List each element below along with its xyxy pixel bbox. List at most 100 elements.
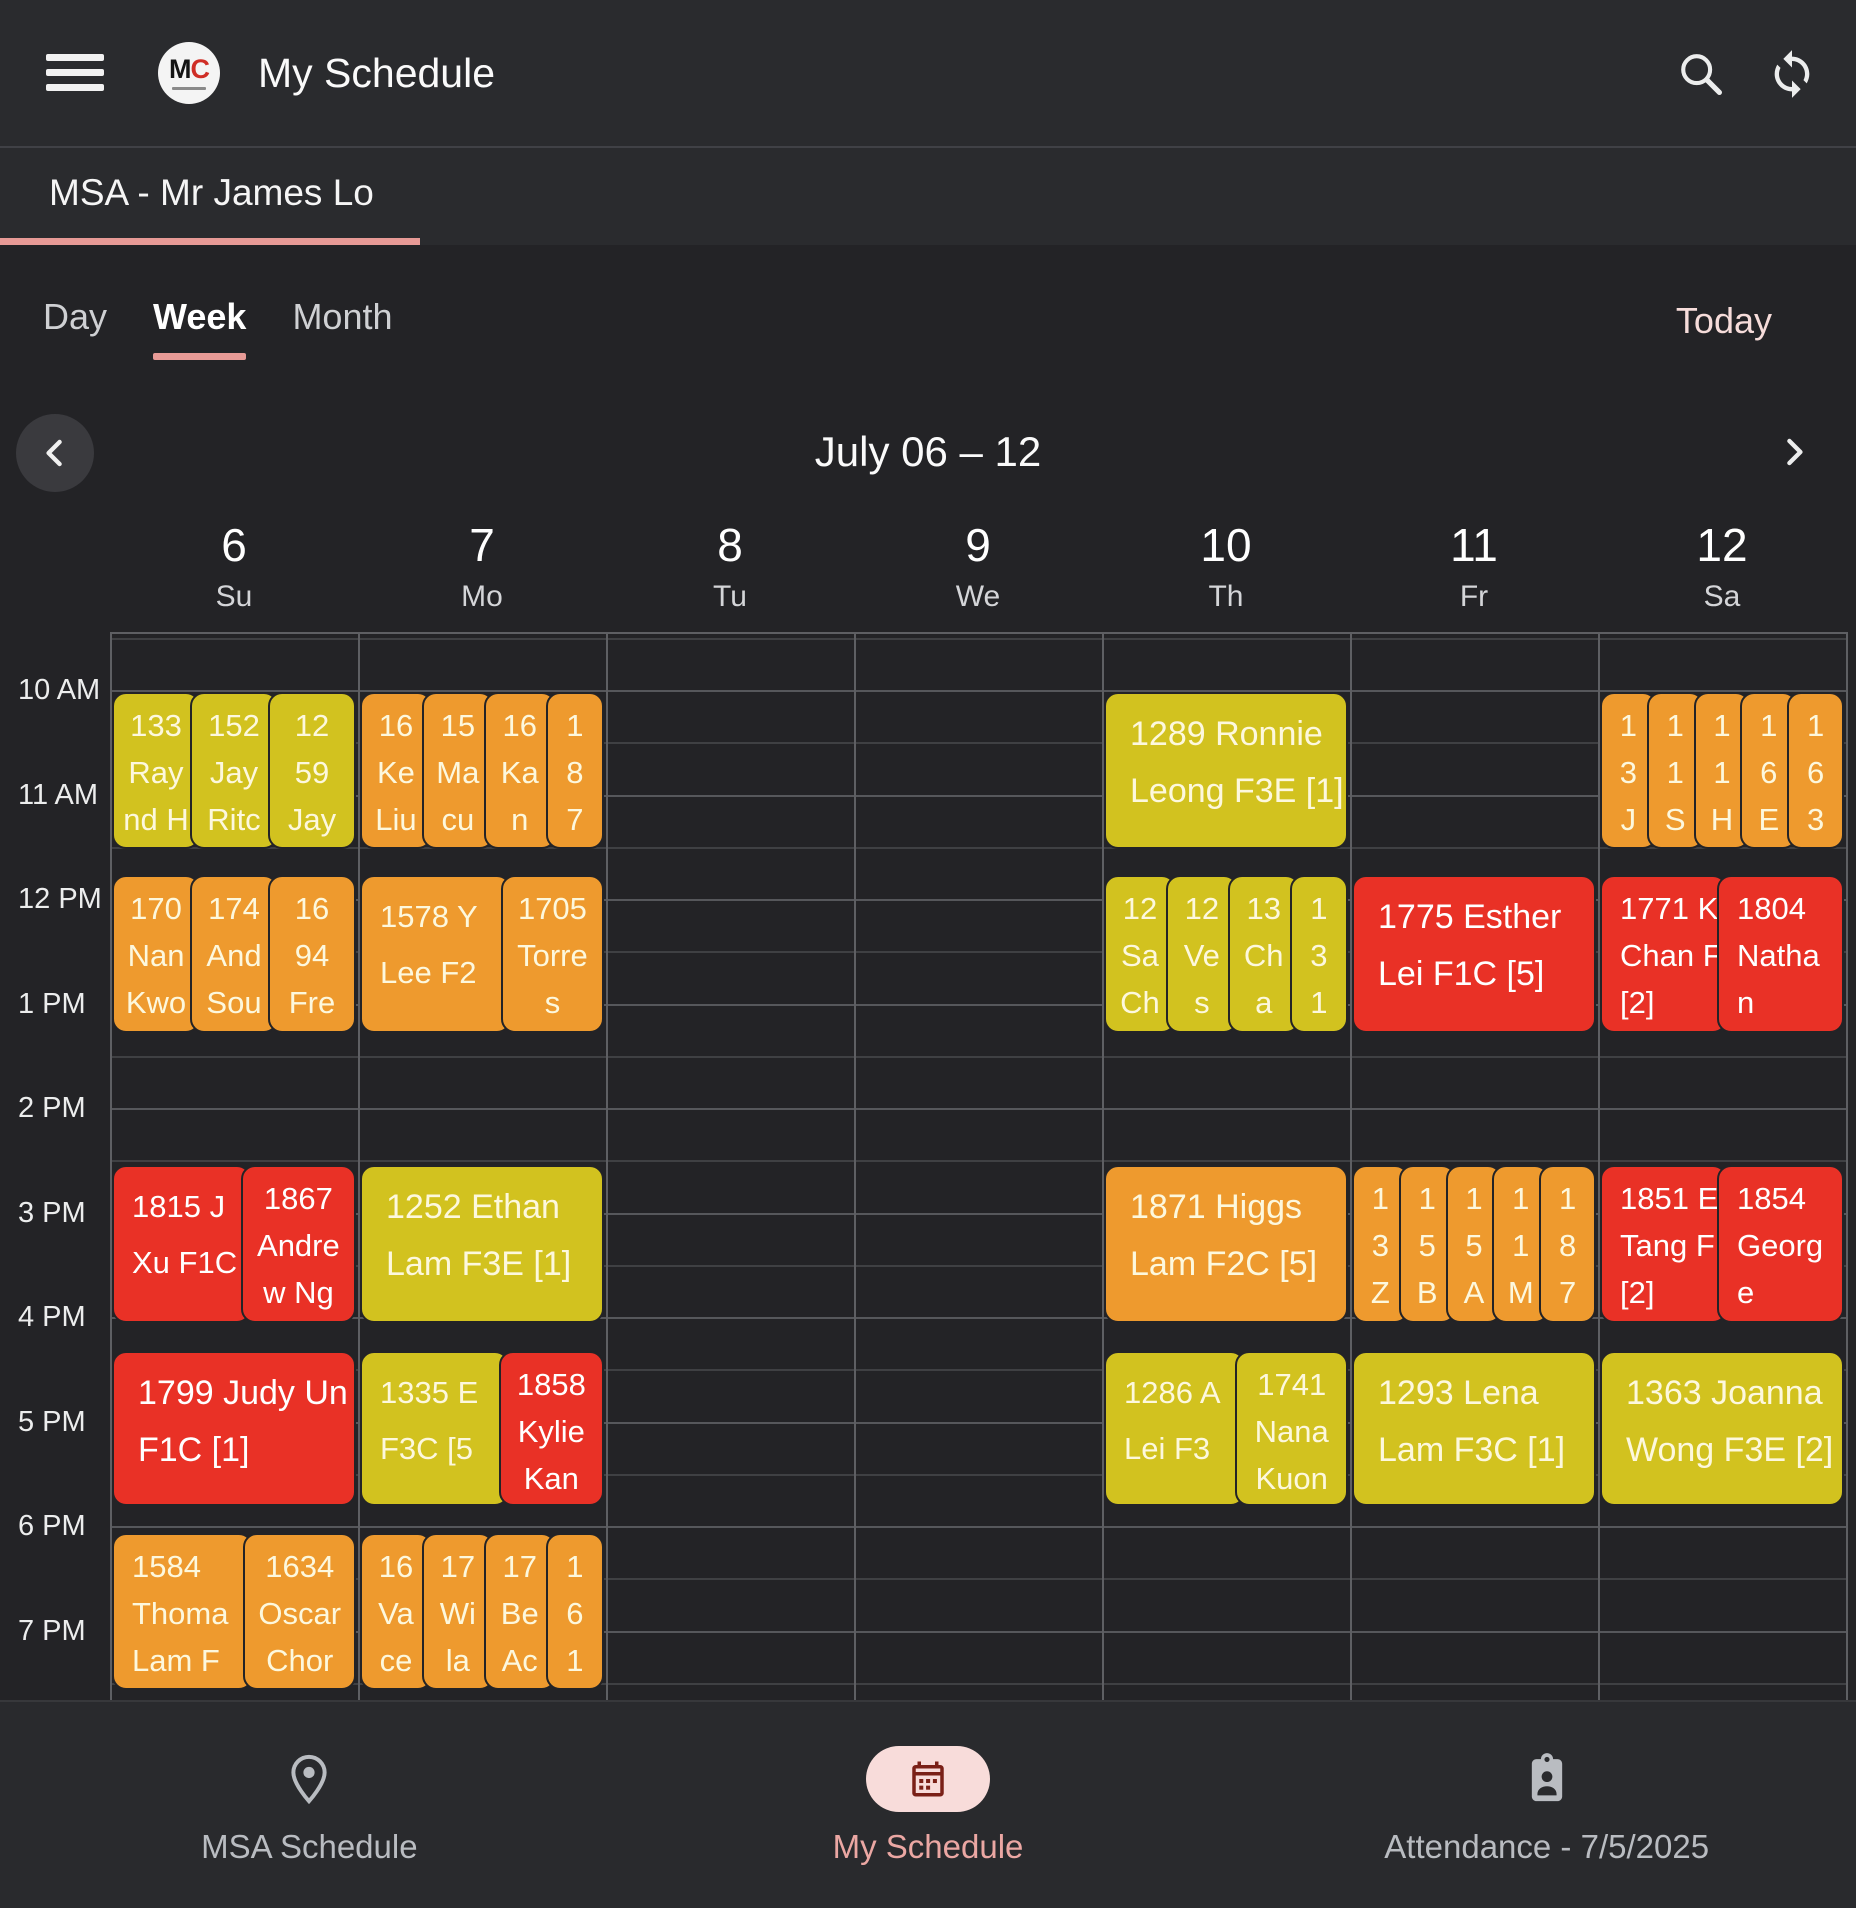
- event-group: 1578 Y Lee F2 1705 Torre s: [360, 875, 604, 1033]
- event-text-line: 1293 Lena: [1378, 1374, 1539, 1412]
- event-text-line: M: [1507, 1275, 1534, 1310]
- event-card[interactable]: 12 Sa Ch: [1104, 875, 1176, 1033]
- event-card[interactable]: 17 Be Ac: [483, 1533, 556, 1690]
- event-card[interactable]: 1584 Thoma Lam F: [112, 1533, 254, 1690]
- event-text-line: 1252 Ethan: [386, 1188, 560, 1226]
- event-card[interactable]: 1858 Kylie Kan: [498, 1351, 604, 1506]
- event-card[interactable]: 174 And Sou: [190, 875, 278, 1033]
- event-text-line: 5: [1465, 1228, 1483, 1263]
- event-card[interactable]: 133 Ray nd H: [112, 692, 200, 849]
- nav-item-msa-schedule[interactable]: MSA Schedule: [0, 1702, 619, 1908]
- event-card[interactable]: 1578 Y Lee F2: [360, 875, 511, 1033]
- event-text-line: Ka: [500, 755, 539, 790]
- search-button[interactable]: [1675, 48, 1727, 100]
- gridline-horizontal: [110, 1683, 1846, 1685]
- event-card[interactable]: 1 6 1: [545, 1533, 604, 1690]
- event-card[interactable]: 1289 Ronnie Leong F3E [1]: [1104, 692, 1348, 849]
- view-tab-day[interactable]: Day: [43, 296, 108, 337]
- day-header-cell[interactable]: 7 Mo: [358, 515, 606, 627]
- event-card[interactable]: 170 Nan Kwo: [112, 875, 200, 1033]
- event-text-line: B: [1416, 1275, 1438, 1310]
- gridline-vertical: [1350, 632, 1352, 1700]
- event-card[interactable]: 12 Ve s: [1165, 875, 1238, 1033]
- event-card[interactable]: 1871 Higgs Lam F2C [5]: [1104, 1165, 1348, 1323]
- event-text-line: Ch: [1243, 938, 1284, 973]
- prev-week-button[interactable]: [16, 414, 94, 492]
- calendar-icon: [912, 1761, 944, 1797]
- event-card[interactable]: 1705 Torre s: [500, 875, 604, 1033]
- event-card[interactable]: 12 59 Jay: [268, 692, 356, 849]
- event-text-line: 1363 Joanna: [1626, 1374, 1823, 1412]
- event-card[interactable]: 15 Ma cu: [421, 692, 494, 849]
- next-week-button[interactable]: [1772, 430, 1816, 474]
- event-text-line: [2]: [1620, 1275, 1655, 1310]
- event-text-line: Lam F: [132, 1643, 220, 1678]
- app-logo-letters: MC: [169, 54, 210, 84]
- day-number: 11: [1450, 519, 1498, 571]
- event-text-line: [2]: [1620, 985, 1655, 1020]
- event-card[interactable]: 1741 Nana Kuon: [1235, 1351, 1348, 1506]
- event-text-line: Lam F3E [1]: [386, 1245, 572, 1283]
- event-card[interactable]: 1815 J Xu F1C: [112, 1165, 251, 1323]
- event-card[interactable]: 1851 E Tang F [2]: [1600, 1165, 1727, 1323]
- event-text-line: n: [1737, 985, 1755, 1020]
- event-card[interactable]: 1771 K Chan F [2]: [1600, 875, 1727, 1033]
- event-card[interactable]: 1804 Natha n: [1717, 875, 1844, 1033]
- view-tab-week[interactable]: Week: [153, 296, 247, 360]
- event-text-line: Kuon: [1255, 1461, 1328, 1496]
- nav-item-my-schedule[interactable]: My Schedule: [619, 1702, 1238, 1908]
- event-card[interactable]: 16 94 Fre: [268, 875, 356, 1033]
- gridline-horizontal: [110, 1213, 1846, 1215]
- day-abbr: Th: [1208, 580, 1244, 613]
- day-header-cell[interactable]: 11 Fr: [1350, 515, 1598, 627]
- event-card[interactable]: 1363 Joanna Wong F3E [2]: [1600, 1351, 1844, 1506]
- event-card[interactable]: 1 8 7: [545, 692, 604, 849]
- event-text-line: 1858: [516, 1367, 586, 1402]
- nav-item-attendance[interactable]: Attendance - 7/5/2025: [1237, 1702, 1856, 1908]
- event-card[interactable]: 1335 E F3C [5: [360, 1351, 509, 1506]
- event-text-line: Lee F2: [380, 955, 477, 990]
- event-card[interactable]: 1 8 7: [1539, 1165, 1596, 1323]
- event-text-line: And: [206, 938, 262, 973]
- teacher-tab[interactable]: MSA - Mr James Lo: [49, 172, 374, 213]
- event-text-line: Nan: [127, 938, 185, 973]
- event-card[interactable]: 1775 Esther Lei F1C [5]: [1352, 875, 1596, 1033]
- event-text-line: 1584: [132, 1549, 201, 1584]
- event-card[interactable]: 17 Wi la: [421, 1533, 494, 1690]
- event-text-line: Sou: [206, 985, 262, 1020]
- event-text-line: w Ng: [263, 1275, 334, 1310]
- day-header-cell[interactable]: 6 Su: [110, 515, 358, 627]
- time-label: 5 PM: [18, 1405, 86, 1438]
- event-card[interactable]: 1799 Judy Un F1C [1]: [112, 1351, 356, 1506]
- event-group: 16 Ke Liu 15 Ma cu 16 Ka n 1 8 7: [360, 692, 604, 849]
- chevron-right-icon: [1787, 438, 1803, 466]
- event-text-line: 1775 Esther: [1378, 898, 1562, 936]
- day-header-cell[interactable]: 9 We: [854, 515, 1102, 627]
- today-button[interactable]: Today: [1675, 300, 1772, 341]
- sync-button[interactable]: [1766, 48, 1818, 100]
- event-text-line: 6: [566, 1596, 584, 1631]
- event-text-line: 3: [1310, 938, 1328, 973]
- event-card[interactable]: 13 Ch a: [1227, 875, 1300, 1033]
- event-card[interactable]: 1 6 3: [1787, 692, 1844, 849]
- event-card[interactable]: 16 Ka n: [483, 692, 556, 849]
- event-card[interactable]: 1286 A Lei F3: [1104, 1351, 1246, 1506]
- event-card[interactable]: 1252 Ethan Lam F3E [1]: [360, 1165, 604, 1323]
- event-text-line: 13: [1246, 891, 1281, 926]
- day-header-cell[interactable]: 8 Tu: [606, 515, 854, 627]
- event-text-line: 1: [1371, 1181, 1390, 1216]
- event-card[interactable]: 1293 Lena Lam F3C [1]: [1352, 1351, 1596, 1506]
- event-card[interactable]: 152 Jay Ritc: [190, 692, 278, 849]
- day-header-cell[interactable]: 12 Sa: [1598, 515, 1846, 627]
- time-label: 6 PM: [18, 1510, 86, 1542]
- event-card[interactable]: 1 3 1: [1289, 875, 1348, 1033]
- event-card[interactable]: 1867 Andre w Ng: [240, 1165, 356, 1323]
- event-card[interactable]: 16 Ke Liu: [360, 692, 432, 849]
- event-card[interactable]: 1634 Oscar Chor: [243, 1533, 356, 1690]
- event-text-line: Andre: [257, 1228, 340, 1263]
- hamburger-menu-button[interactable]: [46, 54, 104, 92]
- view-tab-month[interactable]: Month: [292, 296, 393, 337]
- day-header-cell[interactable]: 10 Th: [1102, 515, 1350, 627]
- event-text-line: Sa: [1120, 938, 1159, 973]
- event-card[interactable]: 1854 Georg e: [1717, 1165, 1844, 1323]
